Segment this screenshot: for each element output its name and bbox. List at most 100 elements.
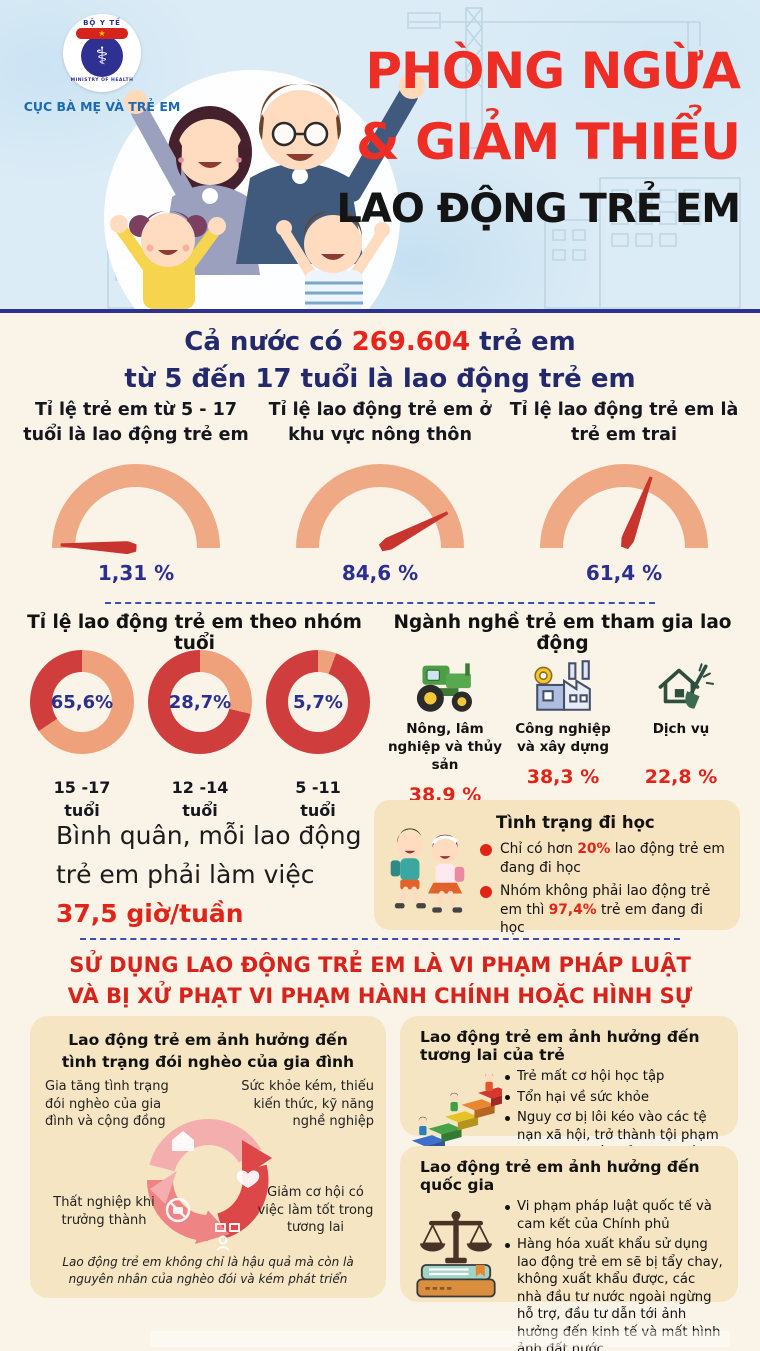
headline-line-2: từ 5 đến 17 tuổi là lao động trẻ em <box>124 364 636 394</box>
warning-line-2: VÀ BỊ XỬ PHẠT VI PHẠM HÀNH CHÍNH HOẶC HÌ… <box>67 984 693 1008</box>
walking-children-icon <box>390 828 465 913</box>
national-statistic-headline: Cả nước có 269.604 trẻ em từ 5 đến 17 tu… <box>0 324 760 398</box>
stairs-children-icon <box>408 1068 504 1182</box>
gauge-label: Tỉ lệ lao động trẻ em ở khu vực nông thô… <box>268 400 492 445</box>
gauge-boys-rate: Tỉ lệ lao động trẻ em là trẻ em trai 61,… <box>502 398 746 585</box>
donut-age-15-17: 65,6% 15 -17 tuổi <box>30 650 134 822</box>
legal-warning: SỬ DỤNG LAO ĐỘNG TRẺ EM LÀ VI PHẠM PHÁP … <box>0 950 760 1012</box>
gauge-label: Tỉ lệ lao động trẻ em là trẻ em trai <box>509 400 739 445</box>
gauge-value: 61,4 % <box>585 561 663 585</box>
industry-label: Nông, lâm nghiệp và thủy sản <box>387 721 503 773</box>
title-line-2: & GIẢM THIỂU <box>356 113 741 171</box>
industry-label: Công nghiệp và xây dựng <box>515 721 611 755</box>
title-line-1: PHÒNG NGỪA <box>365 42 741 100</box>
item-text: Chỉ có hơn <box>500 841 578 857</box>
industry-services: Dịch vụ 22,8 % <box>622 648 740 806</box>
headline-pre: Cả nước có <box>184 327 352 357</box>
nation-box-title: Lao động trẻ em ảnh hưởng đến quốc gia <box>420 1158 700 1194</box>
item-highlight: 20% <box>577 841 611 857</box>
donut-value: 5,7% <box>293 691 343 713</box>
factory-icon <box>504 648 622 714</box>
donut-chart: 5,7% <box>266 650 370 754</box>
gauge-value: 84,6 % <box>341 561 419 585</box>
school-status-item: Chỉ có hơn 20% lao động trẻ em đang đi h… <box>480 840 732 877</box>
warning-line-1: SỬ DỤNG LAO ĐỘNG TRẺ EM LÀ VI PHẠM PHÁP … <box>69 953 691 977</box>
nation-box-body: Vi phạm pháp luật quốc tế và cam kết của… <box>400 1198 738 1351</box>
donut-value: 28,7% <box>168 691 232 713</box>
poverty-box-caption: Lao động trẻ em không chỉ là hậu quả mà … <box>62 1255 354 1286</box>
item-highlight: 97,4% <box>548 901 597 918</box>
poverty-box-title: Lao động trẻ em ảnh hưởng đến tình trạng… <box>30 1016 386 1073</box>
page-title: PHÒNG NGỪA & GIẢM THIỂU LAO ĐỘNG TRẺ EM <box>336 36 741 240</box>
industry-manufacturing: Công nghiệp và xây dựng 38,3 % <box>504 648 622 806</box>
dashed-separator <box>105 602 655 604</box>
school-status-box: Tình trạng đi học Chỉ có hơn 20% lao độn… <box>374 800 740 936</box>
poverty-title-line-2: tình trạng đói nghèo của gia đình <box>61 1053 355 1071</box>
work-line-1: Bình quân, mỗi lao động <box>56 821 362 850</box>
work-line-2: trẻ em phải làm việc <box>56 860 315 889</box>
donut-age-5-11: 5,7% 5 -11 tuổi <box>266 650 370 822</box>
headline-number: 269.604 <box>351 327 471 357</box>
star-icon: ★ <box>98 28 106 38</box>
poverty-impact-box: Lao động trẻ em ảnh hưởng đến tình trạng… <box>30 1016 386 1298</box>
medical-staff-icon: ⚕ <box>81 35 123 77</box>
title-line-3: LAO ĐỘNG TRẺ EM <box>336 186 741 232</box>
donut-age-label: 15 -17 tuổi <box>53 778 111 820</box>
tractor-icon <box>386 648 504 714</box>
gauge-chart <box>52 464 220 548</box>
gauge-arc <box>296 464 464 548</box>
footer-watermark-strip <box>150 1331 730 1347</box>
headline-line-1: Cả nước có 269.604 trẻ em <box>0 324 760 361</box>
header-banner: BỘ Y TẾ ★ ⚕ MINISTRY OF HEALTH CỤC BÀ MẸ… <box>0 0 760 313</box>
logo-org-name-en: MINISTRY OF HEALTH <box>70 78 134 83</box>
justice-scales-books-icon <box>408 1198 504 1351</box>
school-box-title: Tình trạng đi học <box>496 813 655 832</box>
poverty-label-bottom-left: Thất nghiệp khi trưởng thành <box>53 1195 155 1228</box>
age-section-title: Tỉ lệ lao động trẻ em theo nhóm tuổi <box>27 612 362 654</box>
poverty-label-bottom-right: Giảm cơ hội có việc làm tốt trong tương … <box>257 1185 374 1235</box>
nation-bullets: Vi phạm pháp luật quốc tế và cam kết của… <box>504 1198 728 1351</box>
logo-org-name: BỘ Y TẾ <box>83 19 121 27</box>
family-illustration <box>110 73 425 309</box>
school-status-item: Nhóm không phải lao động trẻ em thì 97,4… <box>480 882 732 938</box>
school-status-list: Chỉ có hơn 20% lao động trẻ em đang đi h… <box>480 840 732 943</box>
logo-flag-band: ★ <box>76 28 128 39</box>
item-text: lao động trẻ em đang đi học <box>500 841 725 876</box>
gauge-charts-row: Tỉ lệ trẻ em từ 5 - 17 tuổi là lao động … <box>14 398 746 585</box>
header-illustration <box>104 7 741 309</box>
gauge-value: 1,31 % <box>97 561 175 585</box>
industry-section-title: Ngành nghề trẻ em tham gia lao động <box>393 612 732 654</box>
nation-impact-box: Lao động trẻ em ảnh hưởng đến quốc gia <box>400 1146 738 1351</box>
bullet-item: Vi phạm pháp luật quốc tế và cam kết của… <box>504 1198 724 1233</box>
industry-agriculture: Nông, lâm nghiệp và thủy sản 38,9 % <box>386 648 504 806</box>
industry-value: 22,8 % <box>644 766 718 788</box>
poverty-label-top-left: Gia tăng tình trạng đói nghèo của gia đì… <box>45 1079 169 1129</box>
donut-age-12-14: 28,7% 12 -14 tuổi <box>148 650 252 822</box>
bullet-item: Tổn hại về sức khỏe <box>504 1089 724 1107</box>
broom-house-icon <box>622 648 740 714</box>
bullet-item: Hàng hóa xuất khẩu sử dụng lao động trẻ … <box>504 1236 724 1351</box>
future-impact-box: Lao động trẻ em ảnh hưởng đến tương lai … <box>400 1016 738 1178</box>
poverty-cycle-arrows-icon <box>147 1119 272 1251</box>
gauge-chart <box>296 464 464 548</box>
gauge-label: Tỉ lệ trẻ em từ 5 - 17 tuổi là lao động … <box>23 400 249 445</box>
gauge-arc <box>52 464 220 548</box>
bullet-item: Trẻ mất cơ hội học tập <box>504 1068 724 1086</box>
dashed-separator <box>80 938 680 940</box>
industry-stats-row: Nông, lâm nghiệp và thủy sản 38,9 % <box>386 648 740 806</box>
gauge-rural-rate: Tỉ lệ lao động trẻ em ở khu vực nông thô… <box>258 398 502 585</box>
headline-post: trẻ em <box>470 327 576 357</box>
average-work-hours: Bình quân, mỗi lao động trẻ em phải làm … <box>56 816 386 933</box>
industry-value: 38,3 % <box>526 766 600 788</box>
item-text: trẻ em đang đi học <box>500 901 703 937</box>
donut-value: 65,6% <box>50 691 114 713</box>
work-hours-value: 37,5 giờ/tuần <box>56 899 244 928</box>
poverty-label-top-right: Sức khỏe kém, thiếu kiến thức, kỹ năng n… <box>241 1079 374 1129</box>
donut-age-label: 12 -14 tuổi <box>171 778 229 820</box>
gauge-child-labour-rate: Tỉ lệ trẻ em từ 5 - 17 tuổi là lao động … <box>14 398 258 585</box>
future-box-title: Lao động trẻ em ảnh hưởng đến tương lai … <box>420 1028 700 1064</box>
age-donut-charts: 65,6% 15 -17 tuổi 28,7% 12 -14 tuổi 5,7%… <box>30 650 370 822</box>
poverty-title-line-1: Lao động trẻ em ảnh hưởng đến <box>68 1031 348 1049</box>
gauge-chart <box>540 464 708 548</box>
